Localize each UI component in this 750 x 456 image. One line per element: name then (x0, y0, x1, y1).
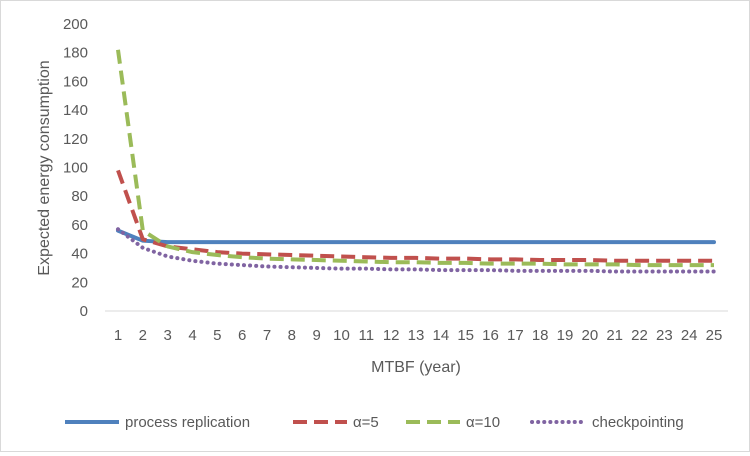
x-tick-label: 19 (557, 327, 574, 344)
x-tick-label: 6 (238, 327, 246, 344)
legend-label-1: α=5 (353, 414, 379, 431)
x-tick-label: 13 (408, 327, 425, 344)
x-tick-label: 2 (139, 327, 147, 344)
x-tick-label: 15 (457, 327, 474, 344)
x-tick-label: 18 (532, 327, 549, 344)
series-layer (116, 49, 716, 274)
x-tick-label: 20 (581, 327, 598, 344)
x-tick-label: 5 (213, 327, 221, 344)
series-line-3 (116, 227, 716, 274)
x-tick-label: 8 (288, 327, 296, 344)
x-tick-label: 12 (383, 327, 400, 344)
legend-label-0: process replication (125, 414, 250, 431)
y-axis-title: Expected energy consumption (36, 60, 53, 275)
x-tick-label: 25 (706, 327, 723, 344)
x-tick-label: 21 (606, 327, 623, 344)
legend: process replication α=5 α=10 checkpointing (65, 414, 684, 431)
series-line-1 (116, 169, 714, 263)
legend-label-2: α=10 (466, 414, 500, 431)
x-tick-label: 4 (188, 327, 196, 344)
y-tick-label: 40 (71, 246, 88, 263)
x-tick-label: 9 (312, 327, 320, 344)
y-tick-label: 120 (63, 131, 88, 148)
x-tick-label: 14 (432, 327, 449, 344)
y-tick-label: 200 (63, 16, 88, 33)
y-tick-label: 160 (63, 73, 88, 90)
y-tick-label: 100 (63, 160, 88, 177)
y-tick-label: 140 (63, 102, 88, 119)
x-tick-label: 11 (359, 327, 375, 344)
x-axis-ticks: 1 2 3 4 5 6 7 8 9 10 11 12 13 14 15 16 17 18 19 20 21 22 23 24 2… (114, 327, 723, 344)
series-line-0 (116, 228, 716, 245)
legend-label-3: checkpointing (592, 414, 684, 431)
y-tick-label: 60 (71, 217, 88, 234)
y-tick-label: 0 (80, 303, 88, 320)
x-tick-label: 16 (482, 327, 499, 344)
x-tick-label: 23 (656, 327, 673, 344)
x-tick-label: 3 (163, 327, 171, 344)
y-tick-label: 180 (63, 45, 88, 62)
y-tick-label: 80 (71, 188, 88, 205)
x-axis-title: MTBF (year) (371, 359, 461, 376)
series-line-2 (116, 49, 714, 268)
x-tick-label: 7 (263, 327, 271, 344)
y-axis-ticks: 0 20 40 60 80 100 120 140 160 180 200 (63, 16, 88, 320)
x-tick-label: 24 (681, 327, 698, 344)
y-tick-label: 20 (71, 274, 88, 291)
x-tick-label: 10 (333, 327, 350, 344)
x-tick-label: 17 (507, 327, 524, 344)
x-tick-label: 22 (631, 327, 648, 344)
x-tick-label: 1 (114, 327, 122, 344)
